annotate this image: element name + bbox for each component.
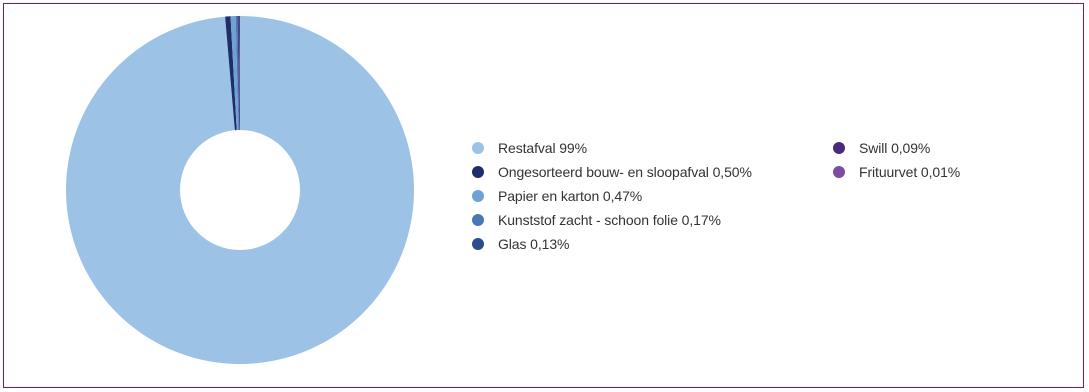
- legend-swatch: [472, 166, 484, 178]
- legend-item: Kunststof zacht - schoon folie 0,17%: [472, 208, 752, 232]
- chart-frame: Restafval 99% Ongesorteerd bouw- en sloop…: [3, 3, 1084, 388]
- legend-item: Glas 0,13%: [472, 232, 752, 256]
- legend-item: Frituurvet 0,01%: [833, 160, 960, 184]
- legend-label: Swill 0,09%: [859, 140, 931, 156]
- legend-column-left: Restafval 99% Ongesorteerd bouw- en sloop…: [472, 136, 752, 256]
- legend-label: Glas 0,13%: [498, 236, 570, 252]
- legend: Restafval 99% Ongesorteerd bouw- en sloop…: [472, 136, 1032, 266]
- legend-swatch: [472, 238, 484, 250]
- donut-chart: [66, 15, 414, 364]
- legend-label: Frituurvet 0,01%: [859, 164, 961, 180]
- legend-label: Papier en karton 0,47%: [498, 188, 643, 204]
- legend-swatch: [472, 214, 484, 226]
- legend-swatch: [472, 190, 484, 202]
- legend-item: Restafval 99%: [472, 136, 752, 160]
- legend-swatch: [472, 142, 484, 154]
- legend-column-right: Swill 0,09% Frituurvet 0,01%: [833, 136, 960, 184]
- legend-item: Ongesorteerd bouw- en sloopafval 0,50%: [472, 160, 752, 184]
- legend-label: Kunststof zacht - schoon folie 0,17%: [498, 212, 721, 228]
- legend-swatch: [833, 166, 845, 178]
- donut-hole: [180, 130, 300, 250]
- legend-label: Ongesorteerd bouw- en sloopafval 0,50%: [498, 164, 752, 180]
- legend-label: Restafval 99%: [498, 140, 587, 156]
- legend-item: Swill 0,09%: [833, 136, 960, 160]
- legend-item: Papier en karton 0,47%: [472, 184, 752, 208]
- legend-swatch: [833, 142, 845, 154]
